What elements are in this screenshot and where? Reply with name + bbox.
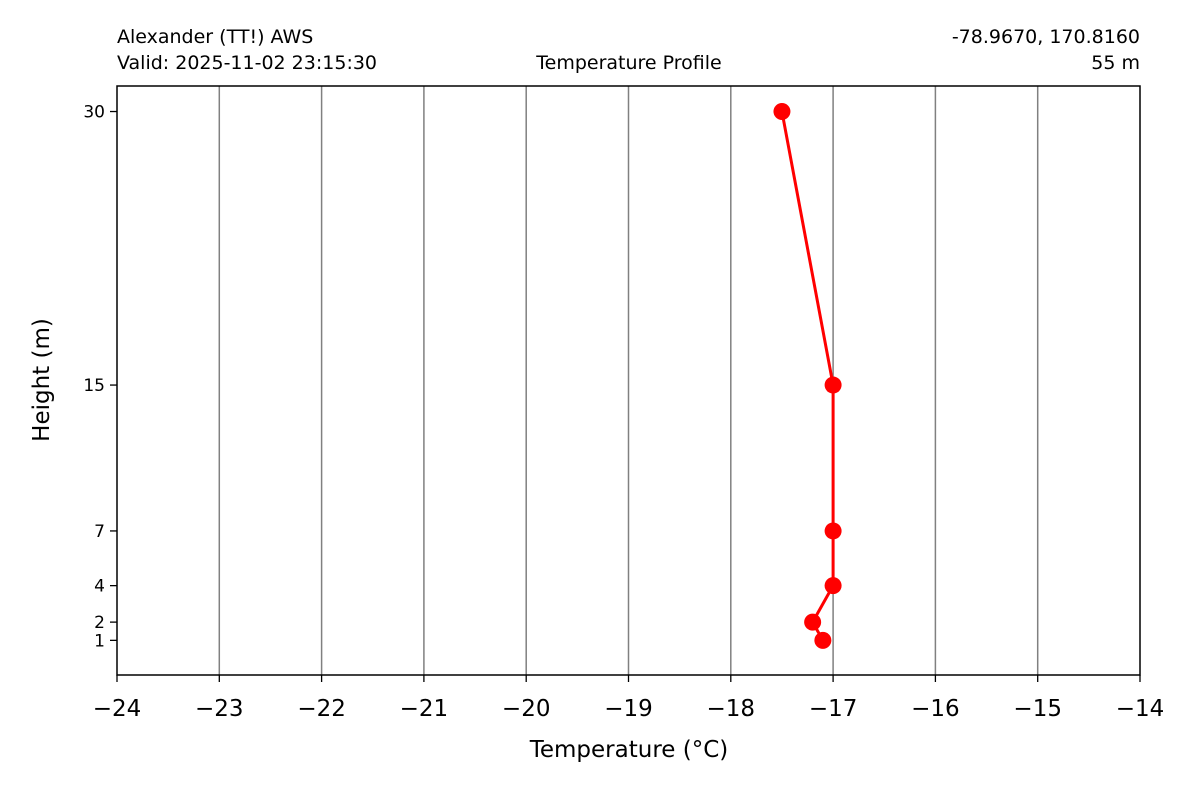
y-tick-label: 1 [94, 631, 105, 651]
grid-lines [218, 86, 1039, 675]
y-tick-label: 2 [94, 613, 105, 633]
data-point [824, 577, 842, 595]
x-tick-label: −18 [707, 696, 756, 722]
y-tick-label: 30 [83, 103, 105, 123]
data-point [773, 103, 791, 121]
data-point [814, 631, 832, 649]
x-tick-label: −16 [911, 696, 960, 722]
y-tick-label: 4 [94, 577, 105, 597]
data-point [824, 522, 842, 540]
x-tick-label: −22 [297, 696, 346, 722]
x-tick-label: −14 [1116, 696, 1165, 722]
station-name: Alexander (TT!) AWS [117, 26, 313, 48]
x-tick-label: −19 [604, 696, 653, 722]
valid-time: Valid: 2025-11-02 23:15:30 [117, 52, 377, 74]
x-tick-label: −21 [400, 696, 449, 722]
chart-title: Temperature Profile [535, 52, 721, 74]
series-line [780, 111, 835, 642]
x-axis: −24 −23 −22 −21 −20 −19 −18 −17 −16 −15 −14 [93, 675, 1165, 722]
y-axis: 12 4 7 15 30 [83, 103, 117, 651]
x-tick-label: −15 [1013, 696, 1062, 722]
data-point [804, 613, 822, 631]
data-series [773, 103, 842, 649]
x-tick-label: −17 [809, 696, 858, 722]
x-tick-label: −20 [502, 696, 551, 722]
station-coordinates: -78.9670, 170.8160 [952, 26, 1140, 48]
station-elevation: 55 m [1091, 52, 1140, 74]
data-point [824, 376, 842, 394]
x-tick-label: −24 [93, 696, 142, 722]
y-tick-label: 15 [83, 376, 105, 396]
y-axis-label: Height (m) [29, 318, 55, 442]
x-axis-label: Temperature (°C) [529, 737, 729, 763]
x-tick-label: −23 [195, 696, 244, 722]
y-tick-label: 7 [94, 522, 105, 542]
